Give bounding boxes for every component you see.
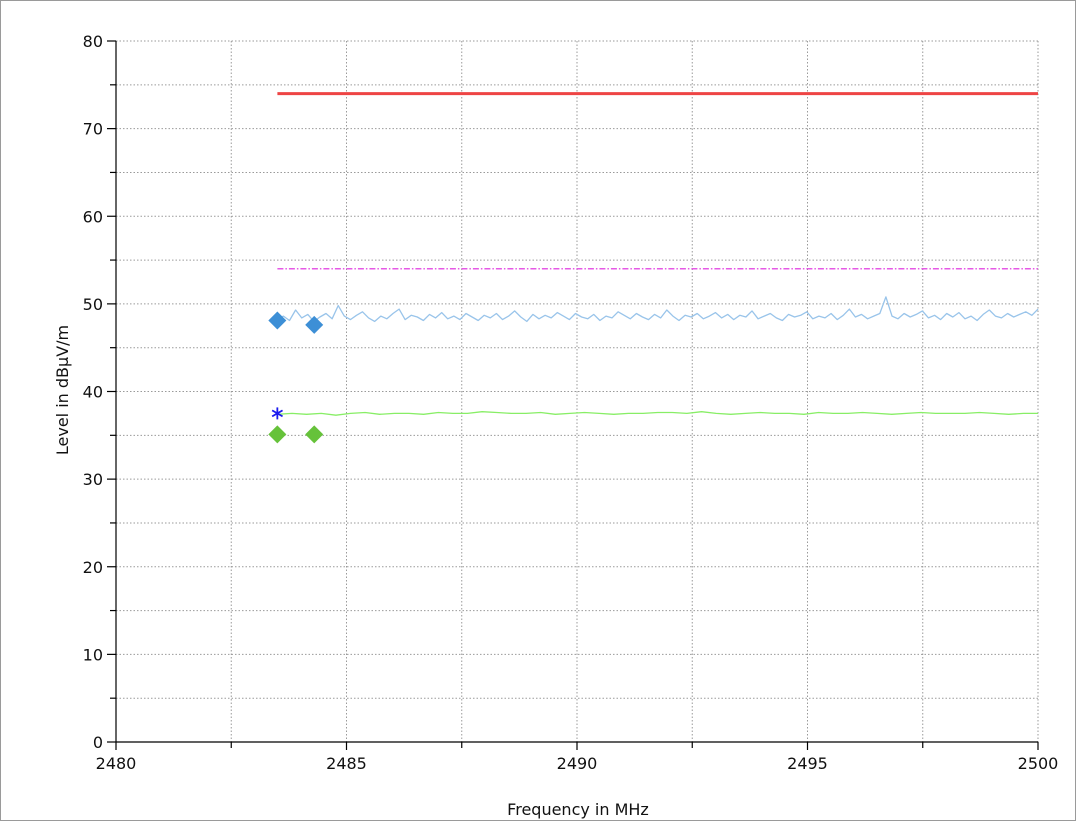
marker-avg-marker	[268, 425, 287, 444]
series-peak-trace	[277, 296, 1039, 323]
y-axis-label: Level in dBµV/m	[53, 325, 72, 455]
grid-lines	[116, 40, 1039, 742]
x-tick-label: 2495	[787, 754, 828, 773]
x-axis-label: Frequency in MHz	[507, 800, 649, 819]
marker-avg-marker	[305, 425, 324, 444]
y-tick-label: 80	[83, 32, 103, 51]
plot-area	[268, 92, 1039, 444]
axes	[107, 40, 1039, 750]
tick-labels: 0 10 20 30 40 50 60 70 80 2480 2485 2490 2495 2500	[83, 32, 1059, 773]
series-avg-trace	[277, 411, 1038, 416]
y-tick-label: 0	[93, 733, 103, 752]
y-tick-label: 60	[83, 207, 103, 226]
x-tick-label: 2480	[96, 754, 137, 773]
y-tick-label: 30	[83, 470, 103, 489]
y-tick-label: 40	[83, 383, 103, 402]
marker-star-stroke	[271, 409, 283, 418]
x-tick-label: 2490	[557, 754, 598, 773]
y-tick-label: 50	[83, 295, 103, 314]
y-tick-label: 10	[83, 645, 103, 664]
y-tick-label: 20	[83, 558, 103, 577]
marker-peak-marker	[268, 311, 287, 330]
y-tick-label: 70	[83, 120, 103, 139]
x-tick-label: 2485	[326, 754, 367, 773]
x-tick-label: 2500	[1018, 754, 1059, 773]
marker-peak-marker	[305, 315, 324, 334]
marker-star	[271, 407, 283, 420]
